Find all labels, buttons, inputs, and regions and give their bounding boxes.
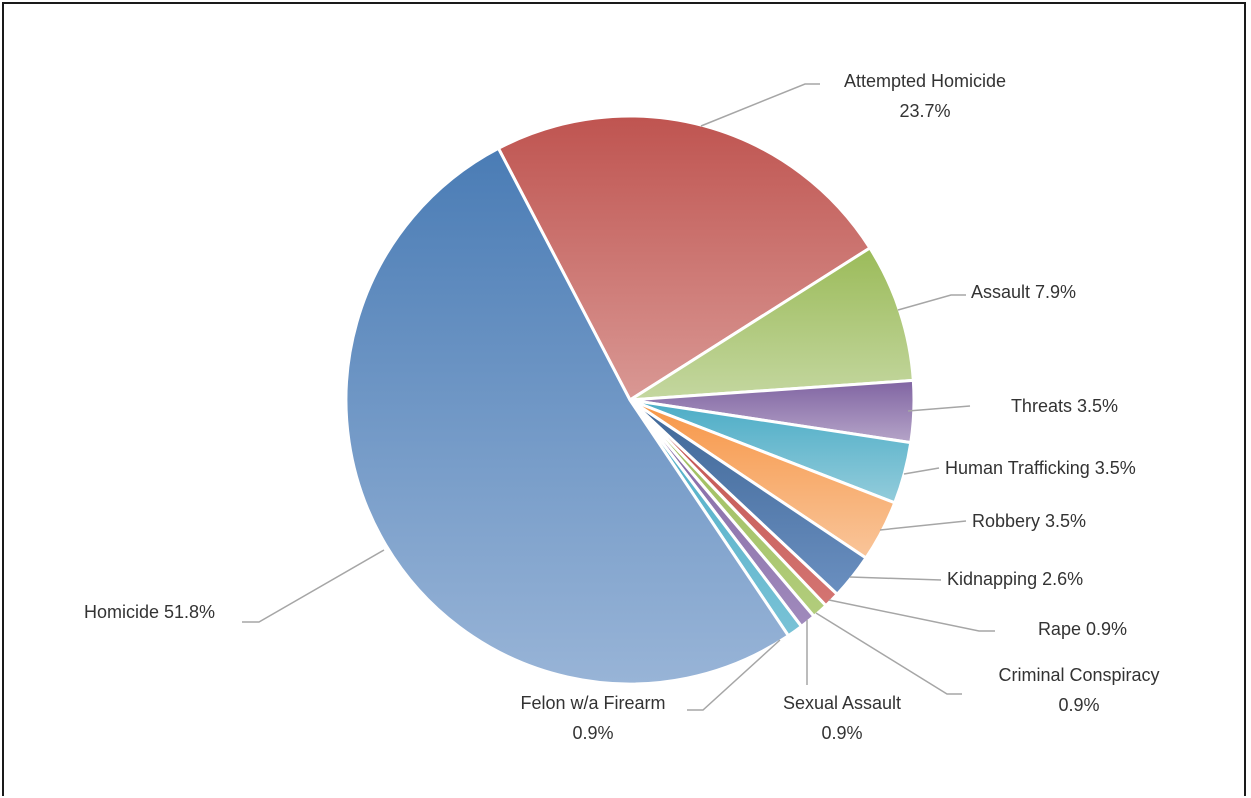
leader-lines	[242, 83, 995, 711]
label-attempted-homicide-name: Attempted Homicide	[844, 71, 1006, 91]
leader-attempted-homicide	[700, 83, 820, 127]
label-homicide: Homicide 51.8%	[84, 602, 215, 622]
leader-rape	[828, 599, 995, 632]
leader-robbery	[879, 520, 967, 531]
leader-threats	[907, 405, 971, 412]
leader-criminal-conspiracy	[815, 612, 962, 695]
pie-slices	[344, 114, 916, 686]
label-assault: Assault 7.9%	[971, 282, 1076, 302]
pie-chart: Attempted Homicide 23.7% Assault 7.9% Th…	[84, 71, 1160, 743]
leader-homicide	[242, 549, 385, 623]
label-criminal-conspiracy-name: Criminal Conspiracy	[998, 665, 1159, 685]
pie-slice-assault	[628, 246, 915, 402]
leader-felon	[687, 639, 781, 711]
leader-assault	[897, 294, 966, 311]
label-felon-value: 0.9%	[572, 723, 613, 743]
label-sexual-assault-name: Sexual Assault	[783, 693, 901, 713]
label-felon-name: Felon w/a Firearm	[520, 693, 665, 713]
pie-slice-homicide	[344, 146, 790, 686]
label-rape: Rape 0.9%	[1038, 619, 1127, 639]
label-sexual-assault-value: 0.9%	[821, 723, 862, 743]
pie-slice-attempted-homicide	[496, 114, 872, 402]
label-criminal-conspiracy-value: 0.9%	[1058, 695, 1099, 715]
data-labels: Attempted Homicide 23.7% Assault 7.9% Th…	[84, 71, 1160, 743]
label-kidnapping: Kidnapping 2.6%	[947, 569, 1083, 589]
label-attempted-homicide-value: 23.7%	[899, 101, 950, 121]
leader-kidnapping	[849, 576, 942, 581]
label-human-trafficking: Human Trafficking 3.5%	[945, 458, 1136, 478]
leader-human-trafficking	[903, 467, 940, 475]
label-robbery: Robbery 3.5%	[972, 511, 1086, 531]
label-threats: Threats 3.5%	[1011, 396, 1118, 416]
